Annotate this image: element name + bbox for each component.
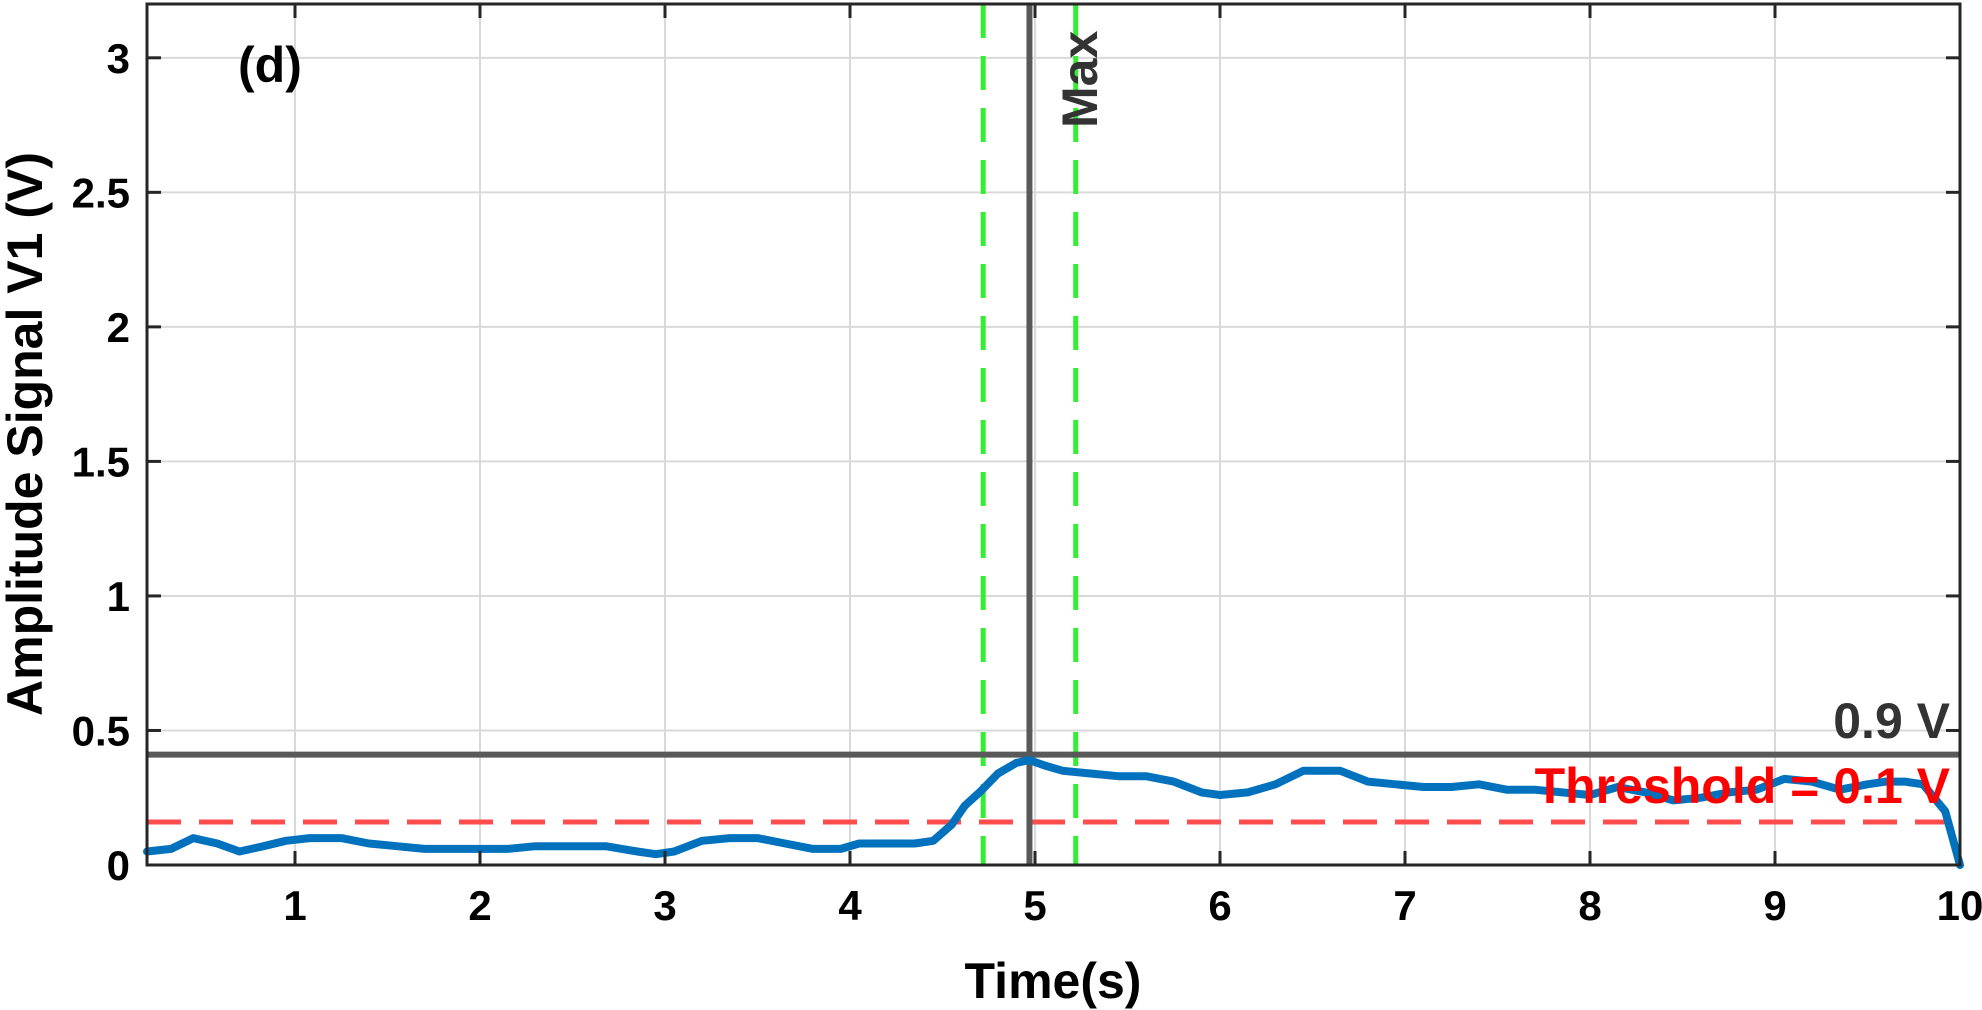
y-axis-label: Amplitude Signal V1 (V) bbox=[0, 152, 53, 716]
x-axis-label: Time(s) bbox=[965, 953, 1142, 1009]
x-tick-label: 7 bbox=[1393, 882, 1416, 929]
y-tick-label: 1.5 bbox=[72, 438, 130, 485]
x-tick-label: 4 bbox=[838, 882, 862, 929]
plot-frame bbox=[145, 2, 1962, 867]
threshold-annotation: Threshold = 0.1 V bbox=[1535, 758, 1951, 814]
x-tick-label: 10 bbox=[1937, 882, 1982, 929]
y-tick-label: 2 bbox=[107, 304, 130, 351]
y-tick-label: 0 bbox=[107, 842, 130, 889]
plot-background bbox=[147, 4, 1960, 865]
y-tick-label: 3 bbox=[107, 35, 130, 82]
x-tick-label: 1 bbox=[283, 882, 306, 929]
y-tick-label: 0.5 bbox=[72, 707, 130, 754]
max-annotation: Max bbox=[1052, 31, 1108, 128]
reference-lines bbox=[147, 4, 1960, 865]
x-tick-label: 9 bbox=[1763, 882, 1786, 929]
series-group bbox=[143, 756, 1964, 869]
x-tick-label: 5 bbox=[1023, 882, 1046, 929]
level-annotation: 0.9 V bbox=[1833, 693, 1950, 749]
y-tick-label: 2.5 bbox=[72, 169, 130, 216]
tick-marks bbox=[147, 4, 1962, 867]
x-tick-label: 2 bbox=[468, 882, 491, 929]
series-line bbox=[143, 756, 1964, 869]
y-tick-label: 1 bbox=[107, 573, 130, 620]
panel-label: (d) bbox=[238, 37, 302, 93]
x-tick-labels: 1 2 3 4 5 6 7 8 9 10 bbox=[283, 882, 1982, 929]
x-tick-label: 3 bbox=[653, 882, 676, 929]
x-tick-label: 8 bbox=[1578, 882, 1601, 929]
x-tick-label: 6 bbox=[1208, 882, 1231, 929]
y-tick-labels: 0 0.5 1 1.5 2 2.5 3 bbox=[72, 35, 130, 889]
